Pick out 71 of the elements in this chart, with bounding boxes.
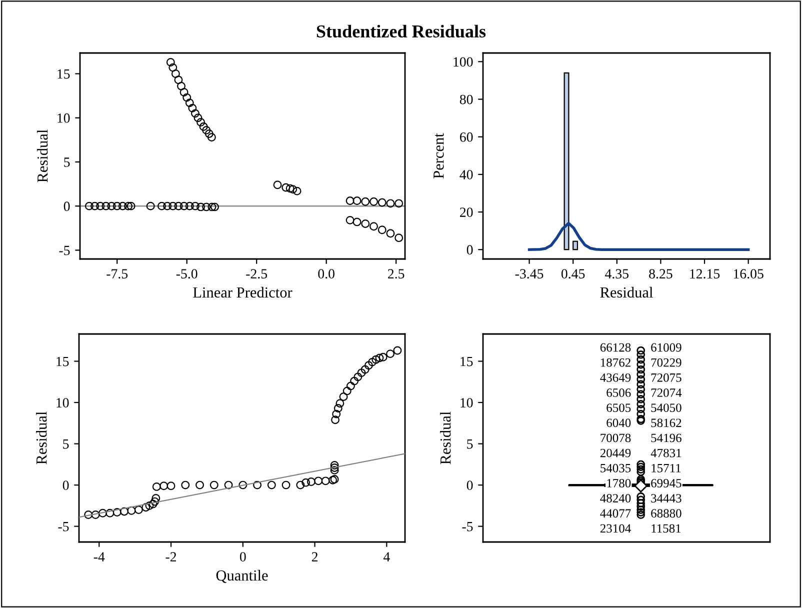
y-tick-label: 0 (62, 480, 69, 490)
x-tick-label: 2 (312, 552, 318, 562)
annotation: 54050 (651, 404, 682, 412)
y-tick-label: 40 (460, 170, 473, 180)
x-tick-label: 8.25 (649, 269, 672, 279)
y-tick-label: 0 (466, 245, 473, 255)
y-tick-label: -5 (58, 522, 69, 532)
annotation: 68880 (651, 509, 682, 518)
annotation: 47831 (650, 448, 682, 458)
x-tick-label: -5.0 (176, 269, 198, 279)
annotation: 58162 (651, 418, 682, 428)
y-axis-title: Percent (434, 133, 444, 178)
annotation: 23104 (600, 524, 631, 533)
y-tick-label: 5 (63, 440, 69, 449)
x-tick-label: -3.45 (515, 269, 544, 279)
annotation: 6040 (606, 418, 631, 428)
y-tick-label: 0 (64, 202, 70, 212)
x-tick-label: 0.45 (561, 269, 585, 279)
annotation: 6506 (606, 388, 631, 397)
x-tick-label: 2.5 (388, 269, 404, 279)
annotation: 54196 (651, 434, 682, 442)
y-tick-label: 80 (460, 94, 473, 104)
annotation: 61009 (651, 343, 682, 352)
annotation: 34443 (651, 494, 682, 502)
y-axis-title: Residual (36, 130, 48, 182)
y-tick-label: 15 (58, 69, 70, 79)
y-tick-label: 10 (58, 113, 70, 123)
y-axis-title: Residual (36, 412, 47, 464)
annotation: 18762 (600, 358, 630, 367)
annotation: 54035 (600, 464, 631, 472)
annotation: 1780 (607, 478, 631, 488)
y-tick-label: 15 (56, 356, 69, 366)
x-tick-label: 12.15 (690, 269, 720, 279)
y-tick-label: -5 (462, 522, 473, 532)
x-tick-label: -2 (166, 552, 176, 562)
y-tick-label: -5 (59, 246, 70, 256)
y-tick-label: 100 (454, 57, 473, 67)
x-tick-label: 0.0 (318, 269, 334, 279)
annotation: 48240 (600, 494, 631, 502)
y-tick-label: 5 (64, 158, 70, 167)
y-tick-label: 5 (467, 440, 473, 449)
y-tick-label: 15 (460, 356, 473, 366)
annotation: 11581 (652, 524, 681, 533)
chart-title: Studentized Residuals (316, 24, 486, 38)
x-axis-title: Residual (600, 286, 653, 298)
annotation: 70078 (600, 434, 631, 442)
x-tick-label: 4.35 (605, 269, 629, 279)
annotation: 15711 (652, 464, 681, 472)
x-tick-label: 0 (240, 552, 246, 562)
x-tick-label: -7.5 (106, 269, 128, 279)
annotation: 43649 (600, 373, 631, 382)
annotation: 20449 (600, 448, 631, 458)
y-axis-title: Residual (440, 412, 451, 464)
annotation: 72074 (651, 388, 682, 397)
x-tick-label: -2.5 (246, 269, 268, 279)
annotation: 66128 (600, 343, 631, 352)
y-tick-label: 60 (460, 132, 473, 142)
x-tick-label: 16.05 (734, 269, 764, 279)
y-tick-label: 0 (466, 480, 473, 490)
annotation: 44077 (600, 509, 631, 518)
x-tick-label: 4 (383, 552, 390, 562)
x-axis-title: Quantile (216, 570, 268, 583)
annotation: 6505 (606, 404, 631, 412)
y-tick-label: 10 (460, 398, 473, 408)
annotation: 70229 (651, 358, 682, 367)
y-tick-label: 10 (56, 398, 69, 408)
annotation: 69945 (651, 479, 682, 488)
x-tick-label: -4 (94, 552, 105, 562)
y-tick-label: 20 (460, 208, 473, 217)
x-axis-title: Linear Predictor (193, 286, 292, 298)
annotation: 72075 (651, 373, 682, 382)
